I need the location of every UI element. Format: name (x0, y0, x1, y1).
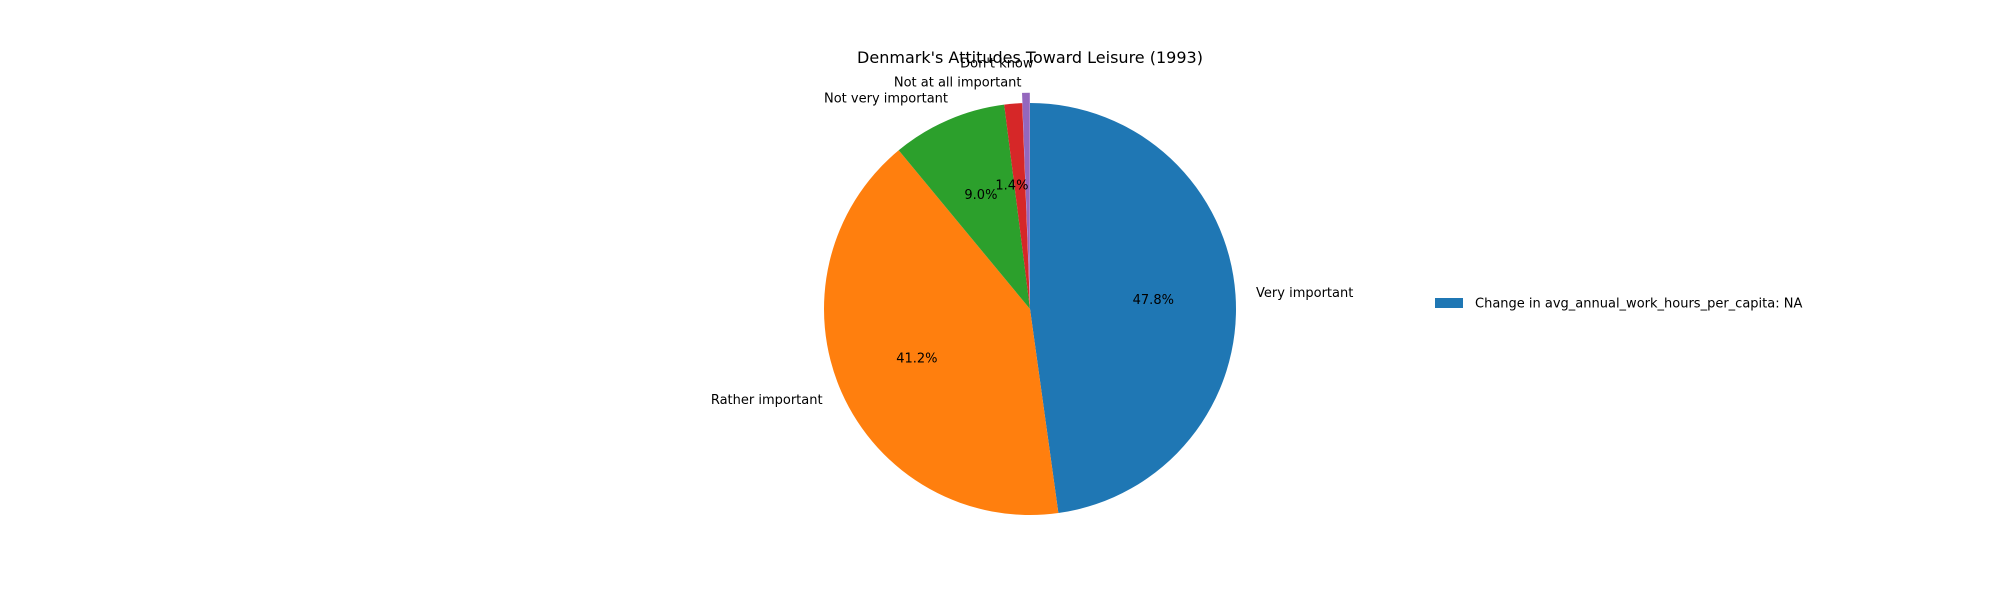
slice-label: Not very important (824, 92, 948, 107)
pie-slice-rather-important (824, 150, 1059, 515)
pie-slices (824, 92, 1236, 515)
slice-label: Not at all important (894, 76, 1022, 91)
slice-percent-label: 1.4% (995, 178, 1028, 193)
legend-swatch (1435, 298, 1463, 308)
pie-slice-not-at-all-important (1004, 103, 1030, 310)
slice-label: Rather important (711, 393, 823, 408)
pie-slice-not-very-important (898, 104, 1030, 309)
slice-label: Very important (1256, 286, 1353, 301)
pie-slice-very-important (1030, 103, 1236, 514)
chart-title: Denmark's Attitudes Toward Leisure (1993… (857, 48, 1203, 67)
slice-percent-label: 47.8% (1133, 293, 1174, 308)
slice-labels: Very important 47.8% Rather important 41.2%… (711, 57, 1353, 408)
legend: Change in avg_annual_work_hours_per_capi… (1435, 297, 1802, 312)
pie-slice-don-t-know (1022, 92, 1030, 299)
slice-label: Don't know (960, 57, 1034, 72)
slice-percent-label: 9.0% (964, 188, 997, 203)
slice-percent-label: 41.2% (896, 351, 937, 366)
legend-label: Change in avg_annual_work_hours_per_capi… (1475, 297, 1802, 312)
